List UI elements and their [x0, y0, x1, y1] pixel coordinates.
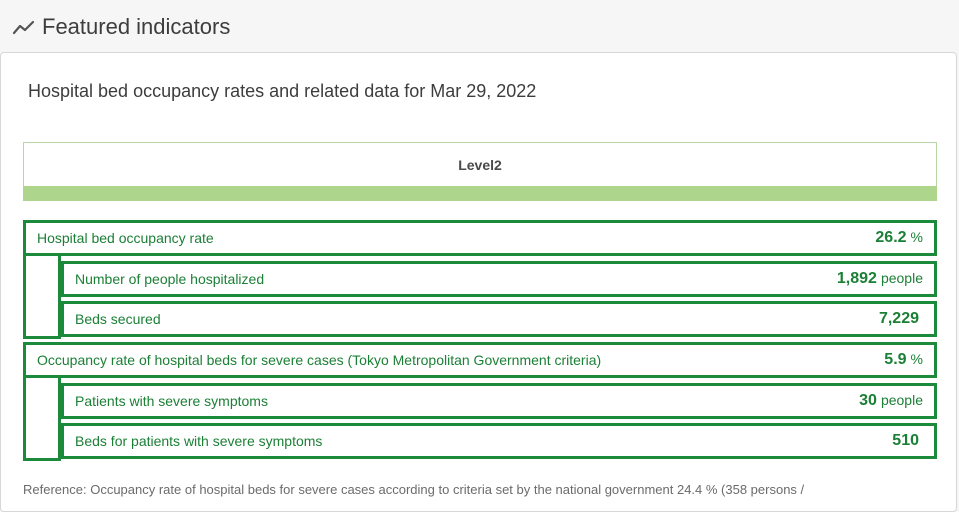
indicator-card: Hospital bed occupancy rates and related…: [0, 52, 957, 512]
trend-line-icon: [12, 20, 35, 35]
indicator-label: Occupancy rate of hospital beds for seve…: [37, 352, 602, 368]
level-bar: [23, 186, 937, 201]
indicator-value: 26.2: [875, 229, 907, 246]
indicator-unit: people: [880, 270, 923, 286]
indicator-value: 1,892: [836, 270, 877, 287]
indicator-label: Beds for patients with severe symptoms: [75, 433, 323, 449]
indicator-row-bed-occupancy: Hospital bed occupancy rate 26.2%: [23, 220, 937, 256]
indicator-label: Beds secured: [75, 311, 161, 327]
indicator-row-hospitalized: Number of people hospitalized 1,892 peopl…: [61, 261, 937, 297]
indicator-unit: people: [880, 392, 923, 408]
indicator-row-severe-occupancy: Occupancy rate of hospital beds for seve…: [23, 342, 937, 378]
section-title: Featured indicators: [42, 14, 231, 39]
indicator-value: 5.9: [884, 351, 907, 368]
group-bracket: [23, 365, 61, 461]
indicator-value: 30: [859, 392, 877, 409]
indicator-row-severe-beds: Beds for patients with severe symptoms 5…: [61, 423, 937, 459]
indicator-row-beds-secured: Beds secured 7,229: [61, 301, 937, 337]
level-label: Level2: [23, 142, 937, 188]
section-header: Featured indicators: [12, 12, 230, 42]
indicator-value: 7,229: [878, 310, 919, 327]
group-bracket: [23, 243, 61, 339]
indicator-unit: %: [910, 351, 923, 367]
indicator-unit: %: [910, 229, 923, 245]
indicator-label: Number of people hospitalized: [75, 271, 265, 287]
reference-note: Reference: Occupancy rate of hospital be…: [23, 482, 805, 497]
indicator-row-severe-patients: Patients with severe symptoms 30 people: [61, 383, 937, 419]
card-title: Hospital bed occupancy rates and related…: [28, 81, 537, 101]
indicator-value: 510: [892, 432, 919, 449]
indicator-label: Hospital bed occupancy rate: [37, 230, 214, 246]
indicator-label: Patients with severe symptoms: [75, 393, 268, 409]
